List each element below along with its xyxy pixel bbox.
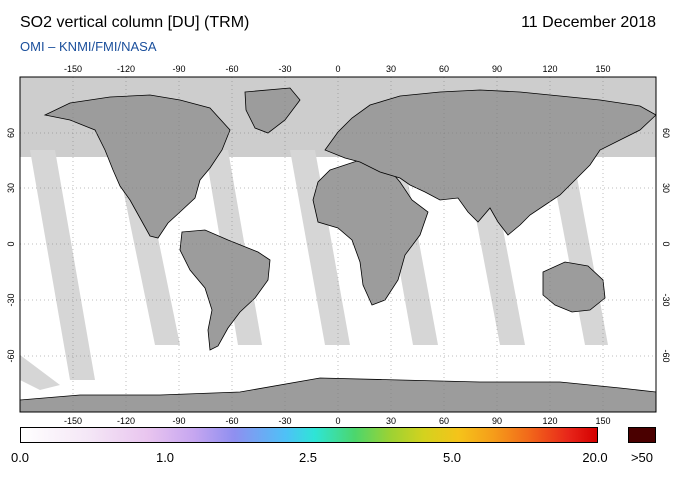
eurasia bbox=[324, 89, 656, 236]
lat-tick-label: 60 bbox=[6, 128, 16, 138]
lon-tick-label: 90 bbox=[492, 416, 502, 426]
lon-labels-top: -150 -120 -90 -60 -30 0 30 60 90 120 150 bbox=[64, 64, 611, 74]
lon-tick-label: 30 bbox=[386, 64, 396, 74]
lon-tick-label: -120 bbox=[117, 416, 135, 426]
lon-labels-bottom: -150 -120 -90 -60 -30 0 30 60 90 120 150 bbox=[64, 416, 611, 426]
lat-tick-label: -60 bbox=[6, 349, 16, 362]
lon-tick-label: 120 bbox=[542, 64, 557, 74]
lon-tick-label: -90 bbox=[172, 64, 185, 74]
colorbar bbox=[20, 427, 598, 443]
lon-tick-label: 0 bbox=[335, 64, 340, 74]
lon-tick-label: 150 bbox=[595, 416, 610, 426]
lon-tick-label: 0 bbox=[335, 416, 340, 426]
lon-tick-label: -30 bbox=[278, 416, 291, 426]
lat-tick-label: 30 bbox=[661, 183, 671, 193]
page-title: SO2 vertical column [DU] (TRM) bbox=[20, 14, 250, 31]
lon-tick-label: -90 bbox=[172, 416, 185, 426]
data-credit: OMI – KNMI/FMI/NASA bbox=[20, 39, 157, 54]
lon-tick-label: -150 bbox=[64, 64, 82, 74]
lon-tick-label: 60 bbox=[439, 64, 449, 74]
lat-tick-label: -30 bbox=[661, 293, 671, 306]
greenland bbox=[244, 87, 301, 134]
lat-tick-label: -30 bbox=[6, 293, 16, 306]
colorbar-label: 20.0 bbox=[582, 450, 608, 465]
lat-labels-right: 60 30 0 -30 -60 bbox=[661, 128, 671, 363]
lon-tick-label: 60 bbox=[439, 416, 449, 426]
continents bbox=[20, 87, 656, 412]
north-america bbox=[43, 94, 231, 239]
colorbar-overflow-swatch bbox=[628, 427, 656, 443]
lat-tick-label: 60 bbox=[661, 128, 671, 138]
lon-tick-label: 90 bbox=[492, 64, 502, 74]
lon-tick-label: -120 bbox=[117, 64, 135, 74]
colorbar-label: 2.5 bbox=[298, 450, 318, 465]
lon-tick-label: -30 bbox=[278, 64, 291, 74]
lon-tick-label: -150 bbox=[64, 416, 82, 426]
map-date: 11 December 2018 bbox=[521, 14, 656, 31]
lon-tick-label: 150 bbox=[595, 64, 610, 74]
south-america bbox=[179, 229, 271, 351]
lon-tick-label: -60 bbox=[225, 416, 238, 426]
lon-tick-label: 30 bbox=[386, 416, 396, 426]
africa bbox=[312, 159, 429, 306]
map-frame bbox=[19, 76, 657, 413]
lat-labels-left: 60 30 0 -30 -60 bbox=[6, 128, 16, 363]
colorbar-label: 5.0 bbox=[442, 450, 462, 465]
lon-tick-label: 120 bbox=[542, 416, 557, 426]
lat-tick-label: 0 bbox=[661, 241, 671, 246]
colorbar-label: >50 bbox=[630, 450, 654, 465]
lat-tick-label: 0 bbox=[6, 241, 16, 246]
australia bbox=[542, 261, 606, 313]
lat-tick-label: -60 bbox=[661, 349, 671, 362]
antarctica bbox=[20, 377, 656, 412]
lat-tick-label: 30 bbox=[6, 183, 16, 193]
lon-tick-label: -60 bbox=[225, 64, 238, 74]
colorbar-label: 0.0 bbox=[10, 450, 30, 465]
colorbar-label: 1.0 bbox=[155, 450, 175, 465]
